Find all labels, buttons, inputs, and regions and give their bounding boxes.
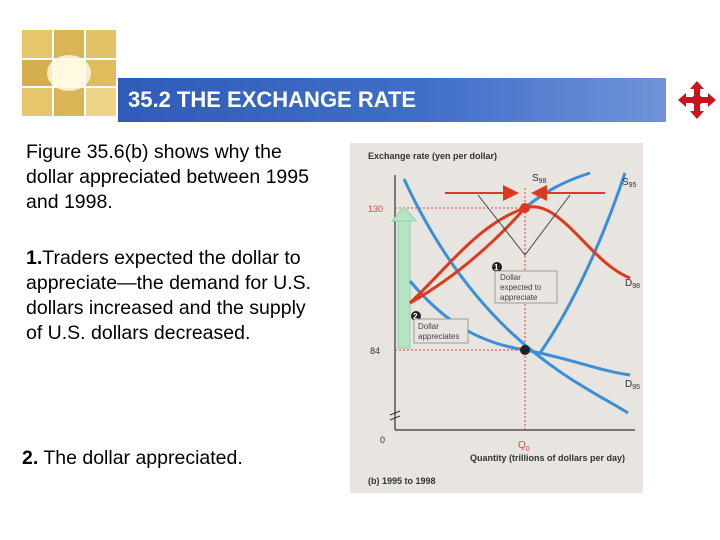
label-d98: D98 [625, 278, 640, 290]
logo-square-2 [54, 30, 84, 58]
gold-squares-logo [22, 30, 116, 116]
y-tick-84: 84 [370, 346, 380, 356]
supply-curve-s95-upper [538, 172, 627, 354]
supply-curve-s98-visible [524, 171, 591, 210]
x-tick-main: Q [518, 440, 526, 451]
move-arrows-icon[interactable] [676, 78, 718, 122]
y-axis-label: Exchange rate (yen per dollar) [368, 151, 497, 161]
exchange-rate-chart: Exchange rate (yen per dollar) Quantity … [368, 151, 640, 486]
x-axis-label: Quantity (trillions of dollars per day) [470, 453, 625, 463]
point-2-number: 2. [22, 447, 39, 469]
marker-2 [411, 311, 421, 321]
x-tick-sub: 0 [526, 446, 530, 453]
label-s98: S98 [532, 173, 547, 185]
annotation-1-text: Dollar expected to appreciate [500, 273, 542, 302]
point-1-text: Traders expected the dollar to appreciat… [26, 247, 312, 344]
logo-square-9 [86, 88, 116, 116]
y-tick-130: 130 [368, 204, 383, 214]
demand-bracket-lines [477, 194, 571, 256]
logo-square-3 [86, 30, 116, 58]
point-2: 2. The dollar appreciated. [22, 446, 322, 471]
point-1-number: 1. [26, 247, 43, 269]
annotation-1-box [494, 270, 558, 304]
appreciation-arrow-head [390, 206, 418, 222]
appreciation-arrow-shaft [397, 219, 411, 349]
axis-break [389, 410, 401, 421]
page-title: 35.2 THE EXCHANGE RATE [128, 87, 417, 112]
demand-curve-d98-left [409, 207, 527, 305]
marker-2-num: 2 [413, 312, 418, 321]
x-tick-label: Q0 [518, 440, 530, 453]
point-2-text: The dollar appreciated. [38, 447, 243, 469]
title-bar [118, 78, 666, 122]
logo-square-8 [54, 88, 84, 116]
logo-glow [47, 55, 91, 91]
annotation-2-text: Dollar appreciates [418, 322, 459, 341]
origin-label: 0 [380, 435, 385, 445]
annotation-2-box [413, 318, 469, 344]
logo-square-7 [22, 88, 52, 116]
point-1: 1.Traders expected the dollar to appreci… [26, 246, 326, 346]
label-s95: S95 [622, 177, 637, 189]
chart-caption: (b) 1995 to 1998 [368, 476, 436, 486]
intro-text: Figure 35.6(b) shows why the dollar appr… [26, 141, 309, 213]
label-d95: D95 [625, 379, 640, 391]
marker-1 [492, 262, 502, 272]
logo-square-1 [22, 30, 52, 58]
equilibrium-1998 [520, 203, 530, 213]
equilibrium-1995 [520, 345, 530, 355]
marker-1-num: 1 [494, 263, 499, 272]
